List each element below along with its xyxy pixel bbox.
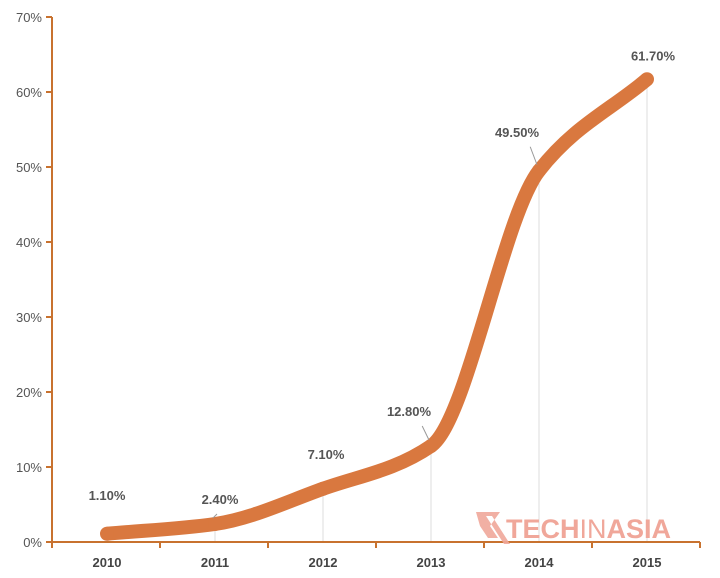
data-label-2012: 7.10% [308,447,345,462]
techinasia-watermark: TECHINASIA [476,512,671,544]
data-label-2013: 12.80% [387,404,432,419]
x-tick-label-2013: 2013 [417,555,446,570]
data-point-2010 [100,526,114,541]
data-label-2011: 2.40% [202,492,239,507]
data-point-2013 [424,439,438,453]
series-layer [100,72,654,541]
data-label-2015: 61.70% [631,48,676,63]
data-point-2015 [640,72,654,87]
leader-line-2014 [529,146,538,165]
y-tick-label: 70% [16,10,42,25]
y-tick-label: 40% [16,235,42,250]
y-tick-label: 10% [16,460,42,475]
leader-line-2013 [421,425,430,441]
watermark-text-asia: ASIA [607,514,672,544]
y-tick-label: 30% [16,310,42,325]
x-tick-label-2012: 2012 [309,555,338,570]
leader-line-2011 [212,513,218,519]
x-tick-label-2010: 2010 [93,555,122,570]
data-point-2011 [208,517,222,531]
watermark-text-tech: TECH [506,514,580,544]
y-tick-label: 0% [23,535,42,550]
data-label-2014: 49.50% [495,125,540,140]
y-tick-label: 20% [16,385,42,400]
data-point-2012 [316,481,330,496]
data-label-2010: 1.10% [89,488,126,503]
x-tick-label-2015: 2015 [633,555,662,570]
series-line [106,73,652,541]
data-point-2014 [532,163,546,178]
y-tick-label: 50% [16,160,42,175]
label-layer: 1.10% 2.40% 7.10% 12.80% 49.50% 61.70% [89,48,676,519]
watermark-logo-mark [476,512,510,544]
x-tick-label-2011: 2011 [201,555,229,570]
y-tick-label: 60% [16,85,42,100]
x-tick-label-2014: 2014 [525,555,555,570]
grid-layer [106,79,648,542]
watermark-text: TECHINASIA [506,514,671,544]
axis-layer: 0% 10% 20% 30% 40% 50% 60% 70% 2010 2011 2012 2013 2… [16,10,701,570]
watermark-text-in: IN [580,514,607,544]
